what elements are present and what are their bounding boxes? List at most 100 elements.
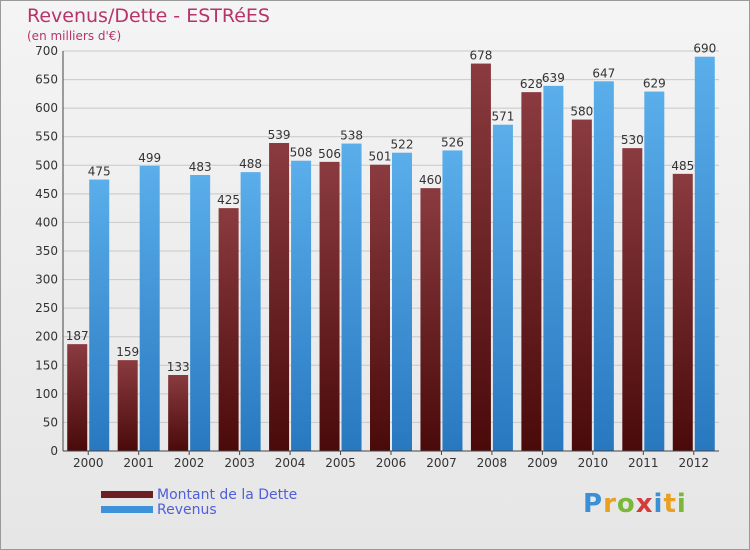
x-tick-label-2001: 2001	[123, 456, 154, 470]
data-label-revenue-2010: 647	[592, 66, 615, 80]
x-tick-label-2012: 2012	[678, 456, 709, 470]
data-label-debt-2012: 485	[671, 159, 694, 173]
data-label-debt-2011: 530	[621, 133, 644, 147]
data-label-debt-2000: 187	[66, 329, 89, 343]
bar-revenue-2010	[593, 81, 614, 452]
y-tick-label: 600	[35, 101, 58, 115]
x-tick-label-2000: 2000	[73, 456, 104, 470]
data-label-revenue-2009: 639	[542, 71, 565, 85]
gridlines	[63, 50, 719, 452]
chart-title: Revenus/Dette - ESTRéES	[27, 5, 270, 27]
y-tick-label: 50	[43, 415, 58, 429]
y-tick-label: 700	[35, 44, 58, 58]
data-label-revenue-2001: 499	[138, 151, 161, 165]
legend-swatch-debt	[101, 491, 153, 498]
x-tick-label-2004: 2004	[275, 456, 306, 470]
data-label-debt-2010: 580	[570, 105, 593, 119]
bar-revenue-2009	[543, 85, 564, 451]
bar-debt-2002	[168, 375, 189, 451]
x-tick-label-2009: 2009	[527, 456, 558, 470]
legend-item-revenue: Revenus	[101, 501, 297, 518]
y-tick-label: 0	[50, 444, 58, 458]
bar-debt-2010	[571, 119, 592, 452]
bar-debt-2007	[420, 188, 441, 451]
y-tick-label: 550	[35, 130, 58, 144]
chart-subtitle: (en milliers d'€)	[27, 29, 122, 43]
x-tick-label-2008: 2008	[477, 456, 508, 470]
legend-item-debt: Montant de la Dette	[101, 486, 298, 503]
bar-revenue-2006	[392, 152, 412, 451]
data-label-revenue-2005: 538	[340, 129, 363, 143]
y-tick-label: 400	[35, 215, 58, 229]
y-tick-label: 200	[35, 330, 58, 344]
y-tick-label: 500	[35, 158, 58, 172]
x-tick-label-2006: 2006	[376, 456, 407, 470]
data-label-revenue-2007: 526	[441, 135, 464, 149]
bar-revenue-2007	[442, 150, 463, 451]
data-label-debt-2003: 425	[217, 193, 240, 207]
y-tick-label: 450	[35, 187, 58, 201]
bar-revenue-2003	[240, 172, 261, 451]
x-tick-label-2007: 2007	[426, 456, 457, 470]
bar-revenue-2011	[644, 91, 665, 452]
data-label-debt-2005: 506	[318, 147, 341, 161]
x-tick-label-2010: 2010	[578, 456, 609, 470]
data-label-revenue-2006: 522	[391, 138, 414, 152]
bar-debt-2006	[370, 164, 390, 451]
y-tick-label: 100	[35, 387, 58, 401]
legend-swatch-revenue	[101, 506, 153, 513]
x-tick-label-2002: 2002	[174, 456, 205, 470]
bar-revenue-2002	[190, 175, 211, 451]
bar-debt-2009	[521, 92, 542, 452]
data-label-debt-2007: 460	[419, 173, 442, 187]
legend-label-revenue: Revenus	[157, 501, 217, 518]
logo-letter: x	[635, 489, 654, 519]
data-label-revenue-2008: 571	[491, 110, 514, 124]
x-tick-label-2011: 2011	[628, 456, 659, 470]
bar-debt-2008	[470, 63, 491, 451]
bar-debt-2011	[622, 148, 643, 451]
data-label-debt-2008: 678	[469, 49, 492, 63]
logo-letter: o	[616, 489, 636, 519]
data-label-revenue-2011: 629	[643, 77, 666, 91]
bar-revenue-2004	[291, 160, 312, 451]
bar-debt-2004	[269, 143, 290, 451]
logo-letter: t	[663, 489, 677, 519]
y-tick-label: 250	[35, 301, 58, 315]
bar-debt-2003	[218, 208, 239, 451]
y-tick-label: 150	[35, 358, 58, 372]
bar-revenue-2012	[694, 56, 715, 451]
legend-label-debt: Montant de la Dette	[157, 486, 298, 503]
legend: Montant de la Dette Revenus	[101, 486, 298, 518]
logo-letter: P	[583, 489, 604, 519]
data-label-revenue-2012: 690	[693, 42, 716, 56]
bar-debt-2000	[67, 344, 88, 451]
data-label-revenue-2000: 475	[88, 165, 111, 179]
data-label-revenue-2004: 508	[290, 146, 313, 160]
data-label-debt-2004: 539	[268, 128, 291, 142]
data-label-debt-2009: 628	[520, 77, 543, 91]
y-tick-label: 650	[35, 73, 58, 87]
x-tick-label-2003: 2003	[224, 456, 255, 470]
bars	[67, 56, 715, 452]
data-label-debt-2002: 133	[167, 360, 190, 374]
x-tick-label-2005: 2005	[325, 456, 356, 470]
logo-letter: i	[653, 489, 664, 519]
logo-letter: i	[676, 489, 687, 519]
data-label-debt-2006: 501	[369, 150, 392, 164]
bar-revenue-2008	[492, 124, 513, 451]
bar-revenue-2000	[89, 179, 110, 452]
bar-revenue-2005	[341, 143, 362, 452]
data-label-revenue-2002: 483	[189, 160, 212, 174]
y-tick-label: 300	[35, 273, 58, 287]
logo-letter: r	[603, 489, 617, 519]
data-label-revenue-2003: 488	[239, 157, 262, 171]
axes: 0 50 100 150 200 250 300 350 400 450 500 550 600 650 7…	[35, 44, 719, 470]
bar-debt-2001	[117, 360, 138, 451]
y-tick-label: 350	[35, 244, 58, 258]
bar-revenue-2001	[139, 165, 160, 451]
proxiti-logo: Proxiti	[583, 489, 687, 519]
